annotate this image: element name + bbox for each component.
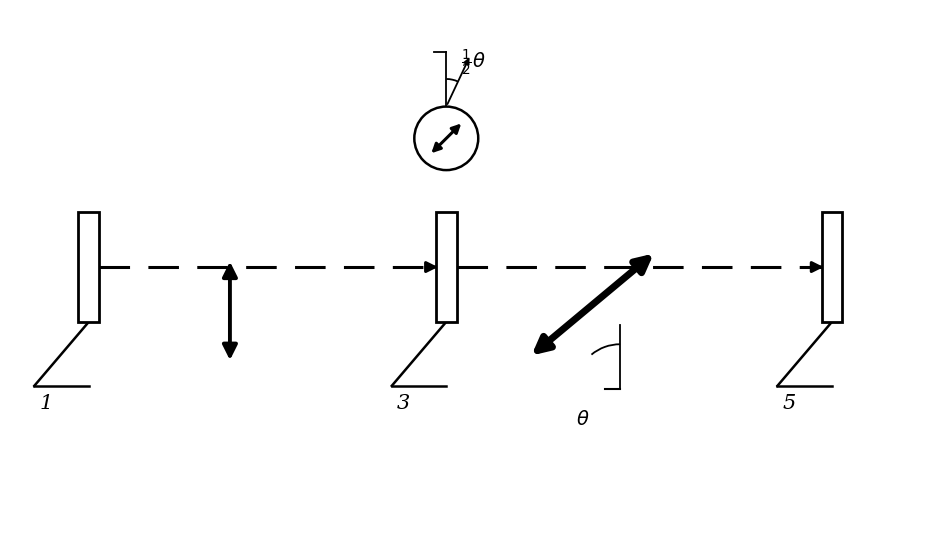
Text: 3: 3 (397, 394, 410, 413)
Bar (436, 212, 456, 322)
Text: $\theta$: $\theta$ (576, 410, 589, 429)
Text: 5: 5 (782, 394, 795, 413)
Bar (822, 212, 843, 322)
Bar (79, 212, 100, 322)
Text: $\frac{1}{2}\theta$: $\frac{1}{2}\theta$ (461, 48, 486, 78)
Text: 1: 1 (39, 394, 52, 413)
Circle shape (415, 107, 478, 170)
